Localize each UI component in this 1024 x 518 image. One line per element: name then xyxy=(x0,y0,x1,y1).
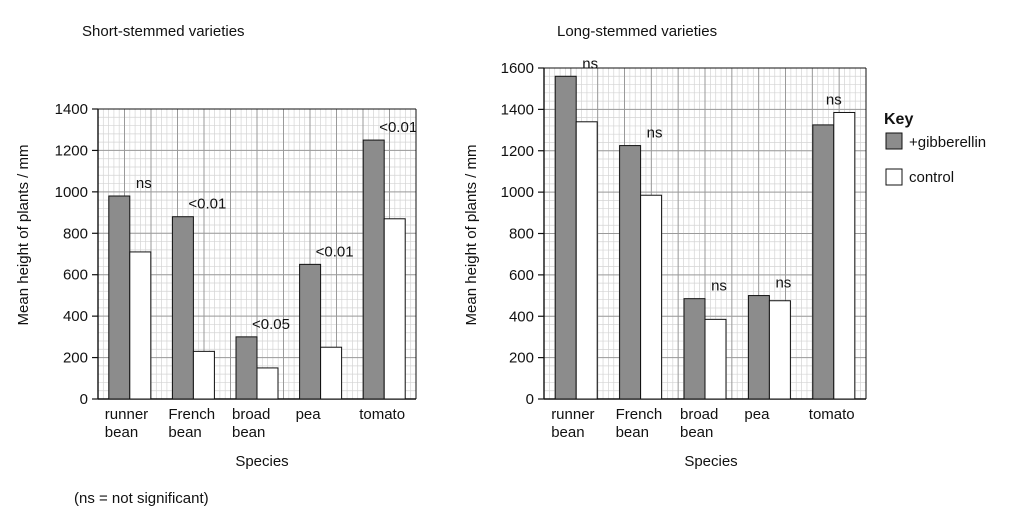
y-axis-label: Mean height of plants / mm xyxy=(463,145,480,326)
category-label: French xyxy=(168,406,215,423)
x-axis-label: Species xyxy=(235,453,288,470)
chart-short-stemmed: Short-stemmed varieties Mean height of p… xyxy=(15,23,417,470)
significance-label: ns xyxy=(582,55,598,72)
legend-title: Key xyxy=(884,111,913,128)
bar-control xyxy=(192,350,215,400)
x-axis-label: Species xyxy=(684,453,737,470)
bar-gibberellin xyxy=(554,75,577,400)
bar-control xyxy=(129,251,152,400)
significance-label: ns xyxy=(775,275,791,292)
category-label: bean xyxy=(616,424,649,441)
category-label: bean xyxy=(168,424,201,441)
category-label: bean xyxy=(105,424,138,441)
bar-gibberellin xyxy=(171,216,194,400)
significance-label: <0.01 xyxy=(316,243,354,260)
bar-gibberellin xyxy=(362,139,385,400)
category-label: bean xyxy=(680,424,713,441)
category-label: pea xyxy=(296,406,322,423)
y-tick-label: 1200 xyxy=(501,143,534,160)
bar-control xyxy=(320,346,343,400)
bar-control xyxy=(768,300,791,400)
bar-gibberellin xyxy=(108,195,131,400)
significance-label: ns xyxy=(647,125,663,142)
y-tick-label: 1200 xyxy=(55,142,88,159)
category-label: runner xyxy=(105,406,148,423)
y-tick-label: 800 xyxy=(509,226,534,243)
bar-gibberellin xyxy=(683,298,706,400)
category-label: tomato xyxy=(809,406,855,423)
bar-control xyxy=(704,318,727,400)
y-tick-label: 800 xyxy=(63,225,88,242)
category-label: runner xyxy=(551,406,594,423)
bar-gibberellin xyxy=(619,145,642,400)
legend-label-gibberellin: +gibberellin xyxy=(909,134,986,151)
y-axis-label: Mean height of plants / mm xyxy=(15,145,32,326)
bar-control xyxy=(256,367,279,400)
significance-label: ns xyxy=(826,91,842,108)
legend-label-control: control xyxy=(909,169,954,186)
significance-label: ns xyxy=(136,175,152,192)
y-tick-label: 0 xyxy=(526,391,534,408)
y-tick-label: 400 xyxy=(509,308,534,325)
y-tick-label: 1000 xyxy=(501,184,534,201)
y-tick-label: 200 xyxy=(509,350,534,367)
significance-label: <0.01 xyxy=(379,119,417,136)
bar-control xyxy=(383,218,406,400)
bar-gibberellin xyxy=(299,263,322,400)
significance-label: <0.01 xyxy=(188,196,226,213)
bar-gibberellin xyxy=(235,336,258,400)
bar-gibberellin xyxy=(812,124,835,400)
category-label: pea xyxy=(744,406,770,423)
chart-title: Long-stemmed varieties xyxy=(557,23,717,40)
significance-label: ns xyxy=(711,278,727,295)
category-label: broad xyxy=(232,406,270,423)
y-tick-label: 1400 xyxy=(55,101,88,118)
category-label: bean xyxy=(232,424,265,441)
y-tick-label: 400 xyxy=(63,308,88,325)
legend-swatch-gibberellin xyxy=(885,132,903,150)
y-tick-label: 600 xyxy=(63,267,88,284)
y-tick-label: 1400 xyxy=(501,101,534,118)
significance-label: <0.05 xyxy=(252,316,290,333)
bar-control xyxy=(575,121,598,400)
legend: Key +gibberellin control xyxy=(884,111,986,186)
bar-gibberellin xyxy=(747,295,770,400)
y-tick-label: 1600 xyxy=(501,60,534,77)
plot-area: 0200400600800100012001400nsrunnerbean<0.… xyxy=(55,101,418,441)
bar-control xyxy=(833,111,856,400)
footnote: (ns = not significant) xyxy=(74,490,209,507)
category-label: tomato xyxy=(359,406,405,423)
bar-control xyxy=(640,194,663,400)
category-label: bean xyxy=(551,424,584,441)
y-tick-label: 1000 xyxy=(55,184,88,201)
y-tick-label: 600 xyxy=(509,267,534,284)
y-tick-label: 0 xyxy=(80,391,88,408)
y-tick-label: 200 xyxy=(63,350,88,367)
chart-title: Short-stemmed varieties xyxy=(82,23,245,40)
legend-swatch-control xyxy=(885,168,903,186)
category-label: broad xyxy=(680,406,718,423)
category-label: French xyxy=(616,406,663,423)
chart-long-stemmed: Long-stemmed varieties Mean height of pl… xyxy=(463,23,867,470)
